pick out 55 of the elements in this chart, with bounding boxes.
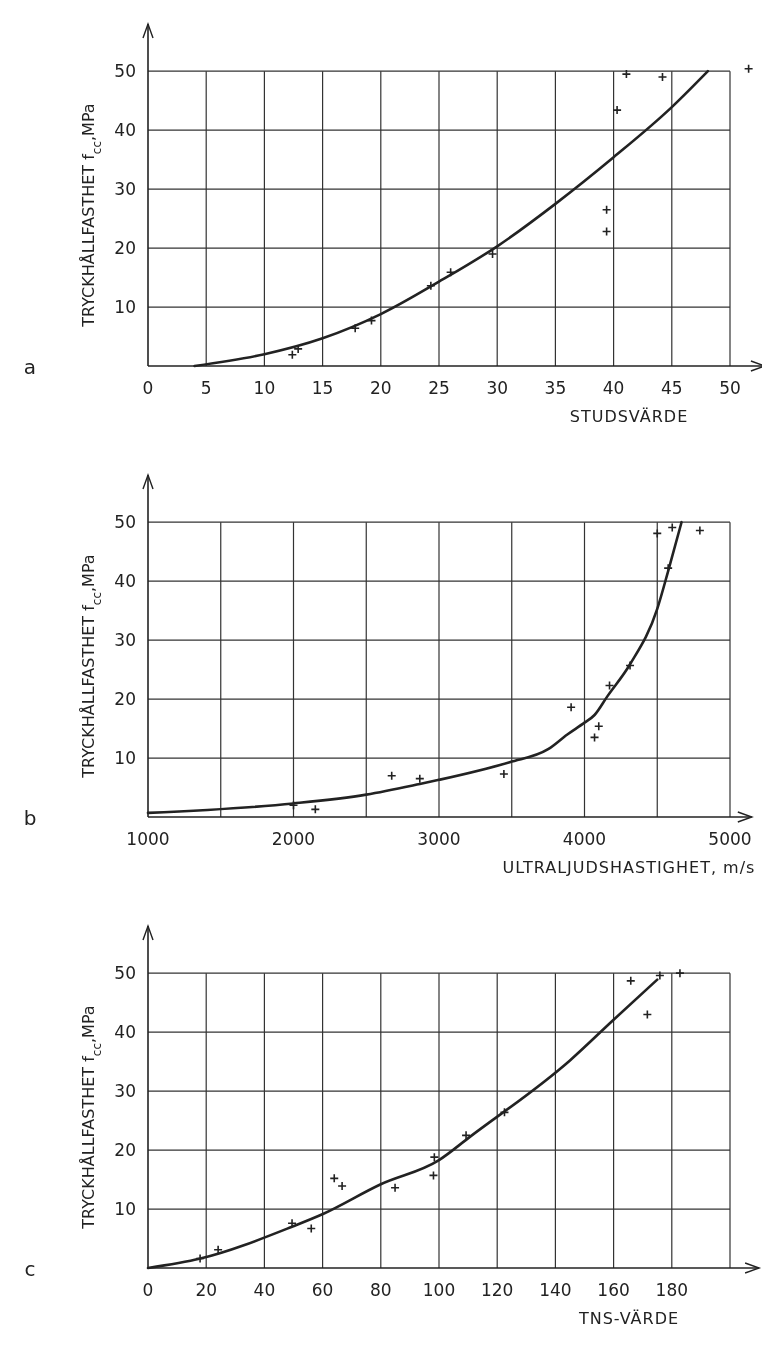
- y-tick-label: 10: [114, 748, 136, 769]
- x-tick-label: 60: [311, 1280, 334, 1300]
- y-tick-label: 20: [114, 1140, 136, 1161]
- x-tick-label: 10: [253, 378, 276, 398]
- y-tick-label: 50: [114, 963, 136, 984]
- x-tick-label: 15: [311, 378, 334, 398]
- x-tick-label: 2000: [271, 829, 316, 849]
- x-tick-label: 100: [422, 1280, 456, 1300]
- y-tick-label: 40: [114, 120, 136, 141]
- text: c: [24, 1257, 36, 1281]
- point: [386, 770, 397, 781]
- point: [337, 1181, 347, 1191]
- y-tick-label: 10: [114, 297, 136, 318]
- y-tick-label: 50: [114, 61, 136, 82]
- x-tick-label: 40: [253, 1280, 276, 1300]
- point: [675, 968, 685, 978]
- x-tick-label: 20: [369, 378, 392, 398]
- x-axis-title: STUDSVÄRDE: [569, 407, 689, 426]
- x-tick-label: 160: [597, 1280, 630, 1300]
- y-tick-label: 20: [114, 689, 136, 710]
- text: a: [23, 355, 37, 379]
- x-tick-label: 5000: [708, 829, 752, 849]
- y-tick-label: 40: [114, 571, 136, 592]
- x-tick-label: 0: [142, 1280, 154, 1300]
- x-axis-title: ULTRALJUDSHASTIGHET, m/s: [502, 858, 756, 877]
- x-tick-label: 120: [480, 1280, 514, 1300]
- x-tick-label: 50: [719, 378, 741, 398]
- point: [499, 769, 509, 779]
- x-tick-label: 1000: [126, 829, 170, 849]
- x-axis-title: TNS-VÄRDE: [577, 1309, 680, 1328]
- y-tick-label: 30: [114, 179, 136, 200]
- y-tick-label: 20: [114, 238, 136, 259]
- x-tick-label: 30: [486, 378, 509, 398]
- x-tick-label: 20: [195, 1280, 218, 1300]
- x-tick-label: 3000: [417, 829, 461, 849]
- x-tick-label: 45: [660, 378, 683, 398]
- y-tick-label: 10: [114, 1199, 136, 1220]
- point: [593, 721, 604, 731]
- x-tick-label: 4000: [562, 829, 607, 849]
- x-tick-label: 40: [602, 378, 625, 398]
- point: [390, 1183, 400, 1193]
- x-tick-label: 25: [428, 378, 450, 398]
- point: [625, 976, 636, 986]
- x-tick-label: 0: [142, 378, 154, 398]
- y-tick-label: 40: [114, 1022, 136, 1043]
- y-tick-label: 50: [114, 512, 136, 533]
- y-tick-label: 30: [114, 1081, 136, 1102]
- x-tick-label: 80: [369, 1280, 392, 1300]
- text: b: [23, 806, 37, 830]
- point: [612, 105, 622, 115]
- x-tick-label: 35: [544, 378, 567, 398]
- x-tick-label: 140: [539, 1280, 572, 1300]
- x-tick-label: 180: [655, 1280, 689, 1300]
- y-tick-label: 30: [114, 630, 136, 651]
- x-tick-label: 5: [200, 378, 212, 398]
